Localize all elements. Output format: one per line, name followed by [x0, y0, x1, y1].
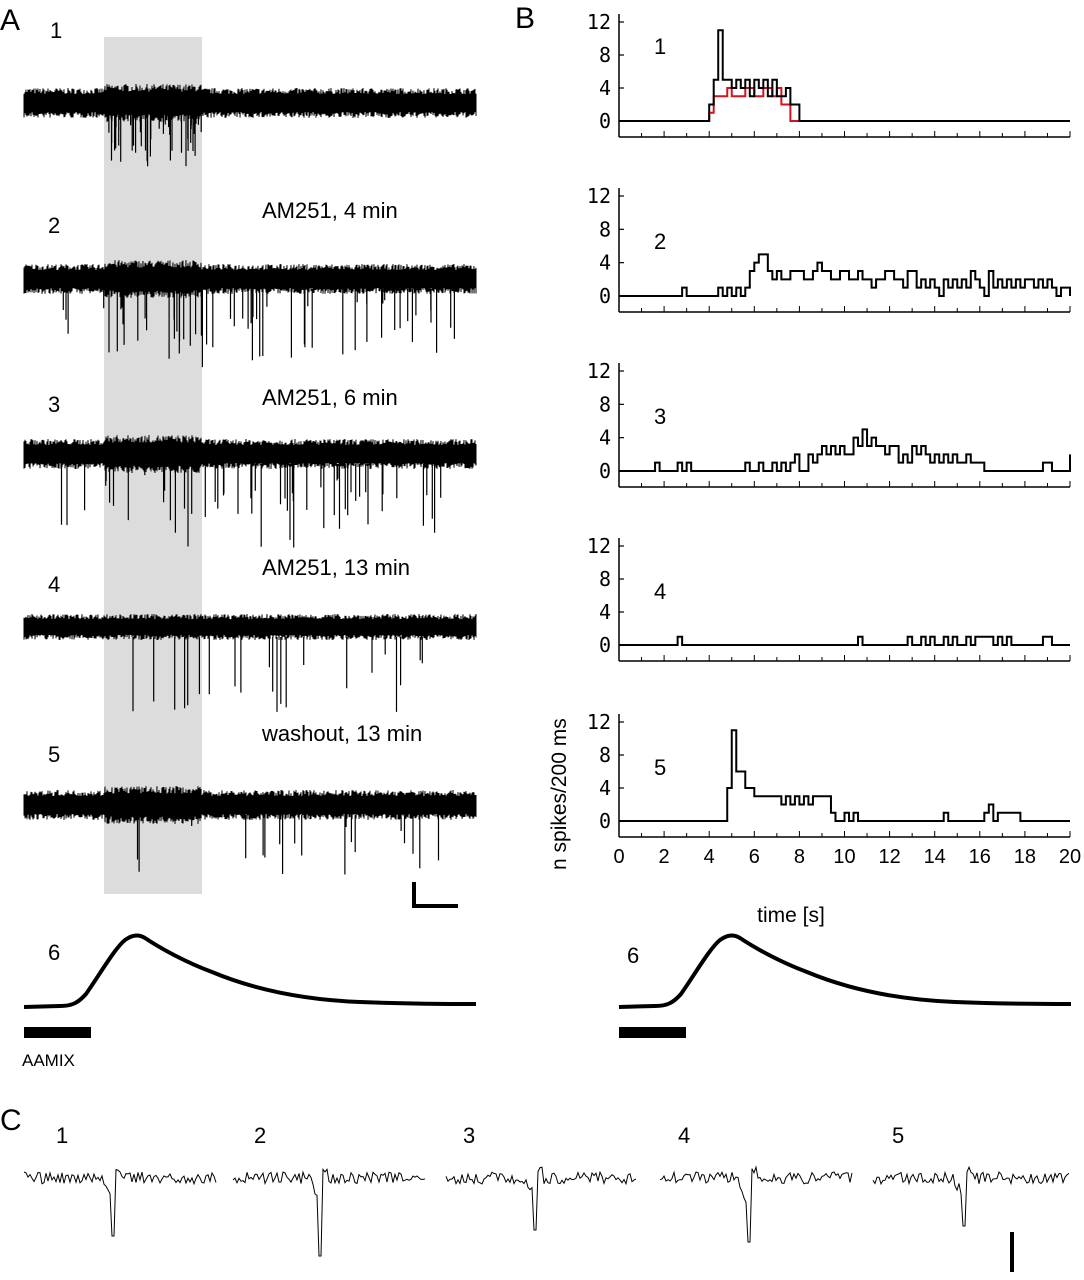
x-tick-label: 8	[794, 846, 805, 868]
y-tick-label: 12	[587, 10, 611, 34]
spike-waveform-2	[232, 1168, 426, 1257]
histogram-3: 0 4 8 12 3	[587, 359, 1071, 488]
trace-spikes-2	[62, 289, 455, 368]
histogram-5: 0 4 8 12 0 2 4 6 8 10 12 14 16 18 20 5	[587, 710, 1081, 868]
spike-num-3: 3	[463, 1123, 475, 1148]
y-tick-label: 4	[599, 600, 611, 624]
x-tick-label: 18	[1014, 846, 1036, 868]
x-tick-label: 4	[704, 846, 715, 868]
x-tick-label: 6	[749, 846, 760, 868]
y-tick-label: 4	[599, 251, 611, 275]
condition-label-2: AM251, 4 min	[262, 198, 398, 223]
trace-num-3: 3	[48, 392, 60, 417]
y-tick-label: 12	[587, 184, 611, 208]
y-tick-label: 8	[599, 392, 611, 416]
trace-spikes-5	[126, 815, 440, 875]
histogram-2: 0 4 8 12 2	[587, 184, 1071, 313]
histogram-num: 3	[654, 404, 666, 429]
x-tick-label: 0	[613, 846, 624, 868]
x-tick-label: 10	[833, 846, 855, 868]
y-tick-label: 0	[599, 109, 611, 133]
y-tick-label: 4	[599, 426, 611, 450]
x-tick-label: 20	[1059, 846, 1081, 868]
y-tick-label: 8	[599, 567, 611, 591]
extracellular-traces	[23, 84, 477, 875]
trace-4	[23, 613, 477, 641]
y-tick-label: 8	[599, 743, 611, 767]
y-tick-label: 0	[599, 459, 611, 483]
panel-letter-c: C	[0, 1104, 22, 1137]
y-tick-label: 12	[587, 359, 611, 383]
y-tick-label: 0	[599, 284, 611, 308]
histogram-step-line	[619, 428, 1071, 472]
x-tick-label: 2	[659, 846, 670, 868]
histogram-step-line	[619, 635, 1070, 646]
x-axis-label: time [s]	[757, 904, 825, 927]
single-spike-traces	[23, 1165, 1070, 1257]
histogram-step-line	[619, 729, 1070, 822]
spike-num-2: 2	[254, 1123, 266, 1148]
histogram-num: 1	[654, 34, 666, 59]
condition-label-3: AM251, 6 min	[262, 385, 398, 410]
y-tick-label: 12	[587, 710, 611, 734]
calcium-transient-left	[23, 933, 477, 1009]
transient-num-right: 6	[627, 943, 639, 968]
y-tick-label: 8	[599, 217, 611, 241]
y-tick-label: 4	[599, 76, 611, 100]
histogram-step-line	[619, 29, 1070, 122]
histogram-num: 2	[654, 229, 666, 254]
spike-waveform-1	[23, 1168, 217, 1237]
panel-letter-b: B	[515, 2, 535, 35]
trace-num-1: 1	[50, 18, 62, 43]
x-tick-label: 12	[878, 846, 900, 868]
histogram-num: 5	[654, 755, 666, 780]
spike-num-1: 1	[56, 1123, 68, 1148]
histogram-num: 4	[654, 579, 666, 604]
spike-waveform-5	[872, 1165, 1070, 1227]
stimulus-bar-left	[24, 1027, 91, 1038]
y-tick-label: 0	[599, 809, 611, 833]
trace-3	[23, 435, 477, 473]
stimulus-bar-right	[619, 1027, 686, 1038]
condition-label-4: AM251, 13 min	[262, 555, 410, 580]
x-tick-label: 16	[969, 846, 991, 868]
stimulus-label: AAMIX	[22, 1051, 75, 1070]
transient-num-left: 6	[48, 940, 60, 965]
trace-num-4: 4	[48, 572, 60, 597]
trace-1	[23, 84, 477, 122]
trace-spikes-4	[132, 637, 423, 712]
spike-num-5: 5	[892, 1123, 904, 1148]
trace-spikes-1	[108, 113, 202, 167]
y-tick-label: 8	[599, 43, 611, 67]
trace-num-5: 5	[48, 742, 60, 767]
calcium-transient-right	[618, 933, 1072, 1009]
histogram-4: 0 4 8 12 4	[587, 534, 1071, 662]
histogram-1: 0 4 8 12 1	[587, 10, 1071, 138]
trace-num-2: 2	[48, 213, 60, 238]
y-tick-label: 12	[587, 534, 611, 558]
condition-label-5: washout, 13 min	[261, 721, 422, 746]
trace-5	[23, 786, 477, 824]
panel-letter-a: A	[0, 4, 20, 37]
spike-num-4: 4	[678, 1123, 690, 1148]
y-tick-label: 0	[599, 633, 611, 657]
x-tick-label: 14	[924, 846, 946, 868]
histogram-step-line	[619, 87, 1070, 122]
spike-waveform-4	[659, 1165, 853, 1243]
histogram-step-line	[619, 253, 1071, 297]
y-tick-label: 4	[599, 776, 611, 800]
trace-2	[23, 259, 477, 298]
y-axis-label: n spikes/200 ms	[548, 718, 571, 870]
scale-bar-a	[412, 882, 458, 908]
trace-spikes-3	[60, 464, 442, 548]
spike-waveform-3	[445, 1166, 637, 1231]
